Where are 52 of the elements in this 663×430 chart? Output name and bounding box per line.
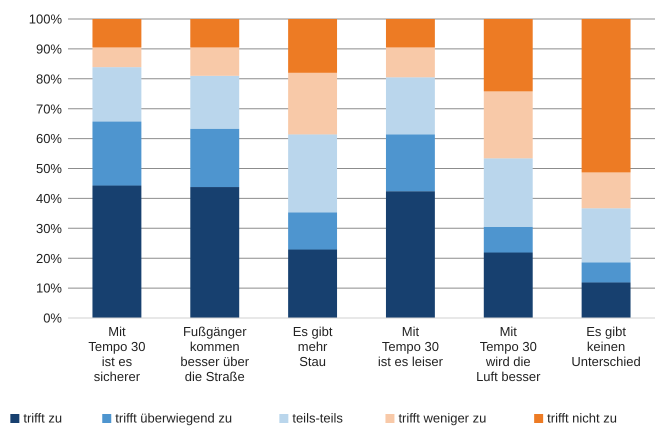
y-tick-label: 100% [28, 12, 62, 27]
bar [386, 19, 435, 48]
bar [582, 172, 631, 208]
y-tick-label: 10% [36, 280, 62, 296]
y-tick-label: 0% [43, 310, 62, 326]
bar [288, 72, 338, 134]
y-tick-label: 30% [36, 220, 62, 236]
bar [288, 212, 338, 250]
y-tick-label: 60% [36, 131, 62, 146]
legend-label: trifft zu [23, 410, 62, 426]
y-tick-label: 40% [36, 190, 62, 206]
bar [484, 226, 533, 253]
bar [484, 252, 533, 318]
y-tick-label: 90% [36, 41, 62, 56]
y-tick-label: 80% [36, 71, 62, 86]
bar [92, 19, 142, 48]
legend-label: trifft weniger zu [398, 410, 486, 426]
bar [288, 19, 338, 73]
bar [190, 47, 240, 76]
y-tick-label: 20% [36, 250, 62, 266]
x-tick-label: Es gibt mehr Stau [292, 324, 333, 369]
x-tick-label: Fußgänger kommen besser über die Straße [180, 324, 250, 384]
bar [92, 67, 142, 122]
bar [582, 282, 631, 318]
legend-label: trifft überwiegend zu [115, 410, 232, 426]
bar [92, 122, 142, 186]
bar [190, 19, 240, 48]
bar [582, 262, 631, 282]
bar [484, 19, 533, 92]
legend-label: trifft nicht zu [547, 410, 617, 426]
bar [582, 19, 631, 172]
bar [92, 186, 142, 318]
legend-label: teils-teils [292, 410, 344, 426]
bar [190, 128, 240, 188]
x-tick-label: Es gibt keinen Unterschied [571, 324, 641, 369]
bar [386, 77, 435, 134]
bar [582, 208, 631, 262]
bar [484, 91, 533, 158]
y-tick-label: 70% [36, 101, 62, 116]
bar [386, 134, 435, 192]
bar [288, 250, 338, 318]
bar [190, 76, 240, 129]
bar [288, 134, 338, 212]
x-tick-label: Mit Tempo 30 ist es leiser [378, 324, 444, 369]
bar [386, 47, 435, 78]
x-tick-label: Mit Tempo 30 wird die Luft besser [476, 324, 542, 384]
bar [92, 47, 142, 68]
bar [190, 187, 240, 318]
x-tick-label: Mit Tempo 30 ist es sicherer [88, 324, 146, 384]
bar [386, 191, 435, 318]
bar [484, 158, 533, 227]
y-tick-label: 50% [36, 161, 62, 176]
